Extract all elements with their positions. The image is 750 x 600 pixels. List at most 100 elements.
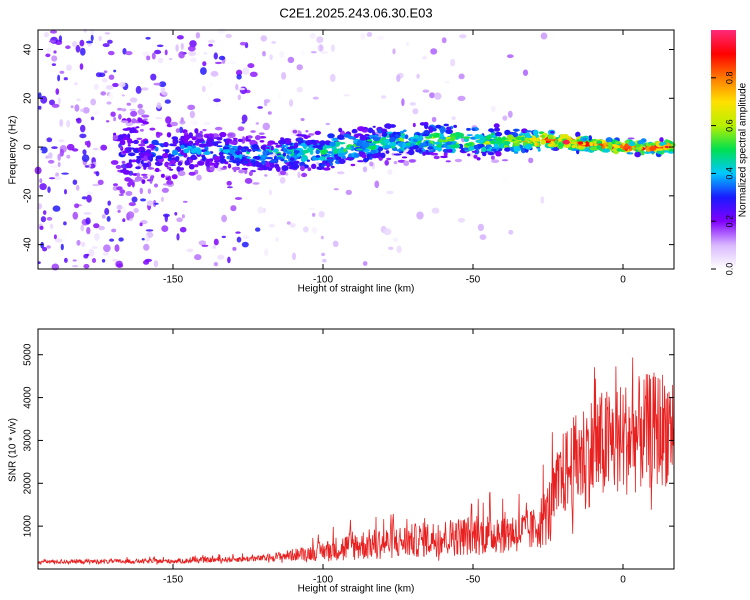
spectrogram-ridge-blob [431, 116, 437, 123]
spectrogram-ridge-blob [131, 118, 137, 124]
spectrogram-noise-blob [212, 245, 217, 249]
spectrogram-ridge-blob [112, 185, 119, 191]
spectrogram-ridge-blob [611, 144, 619, 147]
spectrogram-noise-blob [237, 132, 243, 141]
spectrogram-noise-blob [112, 82, 119, 88]
spectrogram-ridge-blob [171, 136, 179, 140]
spectrogram-ridge-blob [326, 151, 334, 154]
spectrogram-noise-blob [213, 98, 221, 103]
spectrogram-noise-blob [50, 164, 59, 169]
spectrogram-ridge-blob [389, 136, 396, 143]
spectrogram-ridge-blob [432, 148, 436, 152]
spectrogram-noise-blob [508, 229, 514, 235]
spectrogram-ridge-blob [649, 142, 655, 146]
spectrogram-noise-blob [217, 254, 225, 260]
spectrogram-ridge-blob [286, 154, 290, 160]
spectrogram-ridge-blob [582, 137, 588, 141]
x-tick-label: -100 [313, 275, 333, 286]
spectrogram-noise-blob [165, 116, 172, 124]
spectrogram-ridge-blob [561, 133, 570, 140]
spectrogram-ridge-blob [589, 146, 597, 151]
spectrogram-ridge-blob [171, 149, 179, 156]
spectrogram-noise-blob [226, 186, 233, 189]
spectrogram-ridge-blob [304, 156, 308, 162]
spectrogram-noise-blob [105, 85, 114, 90]
spectrogram-ridge-blob [199, 130, 203, 135]
spectrogram-noise-blob [217, 120, 225, 125]
spectrogram-noise-blob [228, 61, 237, 65]
spectrogram-ridge-blob [407, 149, 415, 156]
spectrogram-noise-blob [336, 171, 345, 175]
spectrogram-ridge-blob [541, 134, 545, 138]
spectrogram-ridge-blob [131, 159, 137, 163]
spectrogram-noise-blob [42, 247, 48, 252]
spectrogram-ridge-blob [205, 160, 210, 167]
spectrogram-ridge-blob [243, 161, 249, 164]
spectrogram-noise-blob [176, 217, 183, 223]
spectrogram-noise-blob [201, 244, 209, 247]
spectrogram-ridge-blob [139, 152, 145, 158]
spectrogram-noise-blob [196, 174, 202, 181]
spectrogram-ridge-blob [562, 139, 570, 145]
spectrogram-ridge-blob [494, 127, 500, 132]
spectrogram-ridge-blob [227, 133, 233, 136]
spectrogram-ridge-blob [269, 163, 275, 168]
spectrogram-ridge-blob [126, 102, 131, 106]
spectrogram-ridge-blob [156, 131, 160, 136]
spectrogram-noise-blob [540, 196, 545, 204]
spectrogram-noise-blob [98, 35, 102, 42]
spectrogram-ridge-blob [171, 174, 178, 180]
spectrogram-noise-blob [430, 48, 438, 55]
spectrogram-ridge-blob [369, 161, 374, 167]
spectrogram-ridge-blob [396, 149, 403, 152]
colorbar-label: Normalized spectral amplitude [738, 82, 749, 217]
spectrogram-noise-blob [422, 56, 427, 60]
spectrogram-ridge-blob [227, 163, 232, 169]
spectrogram-noise-blob [179, 226, 187, 233]
spectrogram-noise-blob [345, 189, 352, 195]
spectrogram-noise-blob [230, 205, 237, 212]
spectrogram-ridge-blob [163, 141, 169, 148]
spectrogram-ridge-blob [190, 154, 197, 160]
spectrogram-ridge-blob [184, 160, 189, 166]
spectrogram-noise-blob [239, 41, 247, 46]
spectrogram-ridge-blob [201, 155, 206, 162]
spectrogram-noise-blob [260, 35, 268, 42]
spectrogram-ridge-blob [512, 140, 519, 144]
spectrogram-ridge-blob [165, 175, 169, 178]
spectrogram-noise-blob [135, 85, 142, 94]
spectrogram-ridge-blob [291, 163, 300, 170]
spectrogram-noise-blob [151, 52, 156, 60]
spectrogram-ridge-blob [312, 142, 318, 146]
spectrogram-noise-blob [226, 180, 232, 186]
spectrogram-ridge-blob [408, 159, 416, 163]
spectrogram-ridge-blob [311, 163, 317, 169]
spectrogram-ridge-blob [125, 162, 133, 169]
spectrogram-ridge-blob [400, 133, 406, 136]
y-tick-label: 40 [23, 44, 34, 56]
spectrogram-ridge-blob [337, 152, 345, 157]
spectrogram-noise-blob [53, 50, 57, 54]
spectrogram-ridge-blob [115, 165, 122, 169]
spectrogram-noise-blob [506, 54, 514, 59]
spectrogram-ridge-blob [327, 158, 334, 163]
spectrogram-ridge-blob [329, 141, 336, 147]
spectrogram-ridge-blob [428, 134, 433, 138]
spectrogram-noise-blob [81, 196, 88, 200]
spectrogram-ridge-blob [132, 179, 140, 182]
spectrogram-ridge-blob [135, 126, 140, 129]
spectrogram-ridge-blob [427, 146, 434, 150]
spectrogram-noise-blob [145, 36, 151, 40]
spectrogram-ridge-blob [119, 189, 126, 195]
spectrogram-noise-blob [176, 35, 184, 40]
spectrogram-ridge-blob [585, 141, 589, 147]
colorbar: 0.0 0.2 0.4 0.6 0.8 Normalized spectral ampl… [711, 30, 749, 275]
spectrogram-noise-blob [129, 97, 138, 103]
spectrogram-ridge-blob [281, 165, 289, 172]
spectrogram-ridge-blob [450, 135, 456, 142]
spectrogram-noise-blob [113, 69, 117, 73]
spectrogram-ridge-blob [143, 118, 148, 121]
spectrogram-ridge-blob [141, 179, 146, 185]
spectrogram-noise-blob [75, 44, 81, 53]
spectrogram-noise-blob [92, 183, 100, 187]
